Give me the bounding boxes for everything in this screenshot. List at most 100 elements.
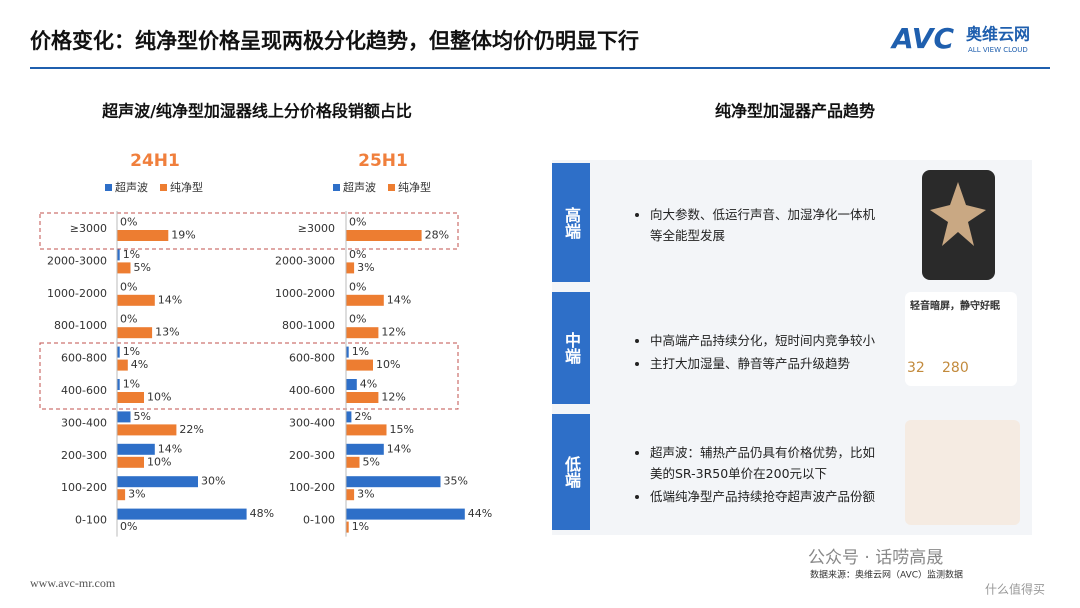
y-tick-label: 1000-2000 bbox=[47, 287, 107, 300]
bar bbox=[346, 424, 387, 436]
bar bbox=[117, 392, 144, 403]
y-tick-label: 2000-3000 bbox=[275, 254, 335, 267]
value-label: 5% bbox=[363, 455, 380, 468]
y-tick-label: 800-1000 bbox=[54, 319, 107, 332]
bar bbox=[117, 327, 153, 339]
y-tick-label: ≥3000 bbox=[70, 222, 107, 235]
bar bbox=[117, 249, 120, 261]
bullet: 主打大加湿量、静音等产品升级趋势 bbox=[650, 353, 887, 374]
value-label: 2% bbox=[354, 410, 371, 423]
bar bbox=[117, 489, 126, 501]
bar bbox=[346, 294, 384, 306]
brand: 奥维云网 bbox=[966, 25, 1030, 44]
product-image bbox=[905, 292, 1017, 386]
tier-label: 低端 bbox=[552, 414, 590, 530]
value-label: 14% bbox=[387, 293, 411, 306]
bar bbox=[117, 508, 247, 520]
y-tick-label: 100-200 bbox=[61, 481, 107, 494]
bar bbox=[346, 508, 465, 520]
value-label: 10% bbox=[147, 391, 171, 404]
value-label: 28% bbox=[425, 229, 449, 242]
watermark: 公众号 · 话唠高晟 bbox=[808, 548, 943, 568]
value-label: 0% bbox=[120, 280, 137, 293]
bar bbox=[346, 489, 355, 501]
bar bbox=[346, 359, 373, 371]
value-label: 35% bbox=[444, 475, 468, 488]
y-tick-label: 0-100 bbox=[303, 514, 335, 527]
value-label: 1% bbox=[352, 520, 369, 533]
image-text: 轻音暗屏，静守好眠 bbox=[910, 299, 1000, 312]
value-label: 0% bbox=[349, 313, 366, 326]
product-image bbox=[905, 420, 1020, 525]
value-label: 30% bbox=[201, 475, 225, 488]
value-label: 14% bbox=[158, 442, 182, 455]
value-label: 1% bbox=[123, 378, 140, 391]
bar bbox=[117, 346, 120, 358]
legend-swatch bbox=[333, 184, 340, 191]
value-label: 14% bbox=[158, 293, 182, 306]
value-label: 0% bbox=[349, 216, 366, 229]
value-label: 13% bbox=[155, 326, 179, 339]
bar bbox=[346, 443, 384, 455]
value-label: 3% bbox=[357, 488, 374, 501]
bullet: 向大参数、低运行声音、加湿净化一体机等全能型发展 bbox=[650, 204, 882, 246]
value-label: 0% bbox=[120, 520, 137, 533]
bar bbox=[117, 230, 169, 241]
legend-swatch bbox=[105, 184, 112, 191]
y-tick-label: 0-100 bbox=[75, 514, 107, 527]
y-tick-label: 400-600 bbox=[61, 384, 107, 397]
bar bbox=[117, 443, 155, 455]
bar bbox=[346, 379, 357, 390]
footer-source: 数据来源：奥维云网（AVC）监测数据 bbox=[810, 569, 963, 581]
bar bbox=[117, 262, 131, 274]
y-tick-label: 200-300 bbox=[61, 449, 107, 462]
bar bbox=[117, 476, 198, 488]
bar bbox=[117, 294, 155, 306]
y-tick-label: 100-200 bbox=[289, 481, 335, 494]
bullet: 中高端产品持续分化，短时间内竞争较小 bbox=[650, 330, 887, 351]
brand-en: ALL VIEW CLOUD bbox=[968, 46, 1028, 54]
value-label: 48% bbox=[250, 507, 274, 520]
value-label: 12% bbox=[381, 326, 405, 339]
bar bbox=[117, 379, 120, 390]
y-tick-label: 2000-3000 bbox=[47, 254, 107, 267]
bar bbox=[117, 424, 177, 436]
bar bbox=[346, 327, 379, 339]
y-tick-label: 600-800 bbox=[289, 352, 335, 365]
legend-swatch bbox=[160, 184, 167, 191]
chart-title: 25H1 bbox=[358, 151, 408, 171]
y-tick-label: 200-300 bbox=[289, 449, 335, 462]
value-label: 0% bbox=[349, 248, 366, 261]
value-label: 15% bbox=[390, 423, 414, 436]
image-text: 280 bbox=[942, 360, 969, 376]
tier-label: 中端 bbox=[552, 292, 590, 404]
logo: AVC bbox=[890, 22, 954, 55]
bar bbox=[117, 411, 131, 423]
bullet: 超声波：辅热产品仍具有价格优势，比如美的SR-3R50单价在200元以下 bbox=[650, 442, 882, 484]
legend-label: 纯净型 bbox=[170, 180, 203, 194]
value-label: 4% bbox=[360, 378, 377, 391]
value-label: 19% bbox=[171, 229, 195, 242]
value-label: 10% bbox=[147, 455, 171, 468]
value-label: 3% bbox=[357, 261, 374, 274]
y-tick-label: 1000-2000 bbox=[275, 287, 335, 300]
y-tick-label: 400-600 bbox=[289, 384, 335, 397]
y-tick-label: 300-400 bbox=[289, 416, 335, 429]
footer-site: www.avc-mr.com bbox=[30, 576, 116, 590]
y-tick-label: 600-800 bbox=[61, 352, 107, 365]
value-label: 0% bbox=[120, 216, 137, 229]
legend-label: 超声波 bbox=[343, 180, 376, 194]
value-label: 1% bbox=[352, 345, 369, 358]
legend-label: 纯净型 bbox=[398, 180, 431, 194]
bar bbox=[346, 262, 355, 274]
bar bbox=[346, 346, 349, 358]
bar bbox=[346, 411, 352, 423]
value-label: 0% bbox=[120, 313, 137, 326]
value-label: 3% bbox=[128, 488, 145, 501]
legend-label: 超声波 bbox=[115, 180, 148, 194]
value-label: 12% bbox=[381, 391, 405, 404]
value-label: 22% bbox=[179, 423, 203, 436]
value-label: 5% bbox=[134, 410, 151, 423]
